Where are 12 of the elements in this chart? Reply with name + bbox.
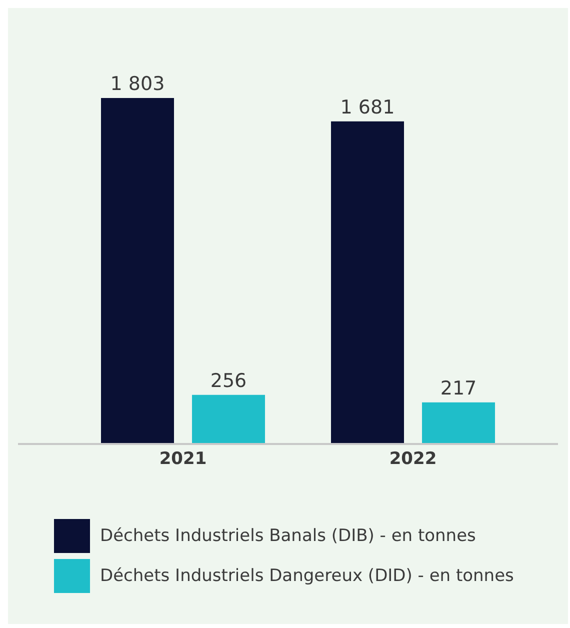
bar: [101, 98, 174, 444]
bar: [331, 121, 404, 444]
data-label: 256: [210, 370, 247, 392]
x-tick-label: 2022: [389, 449, 437, 470]
data-label: 217: [440, 377, 477, 400]
legend-label: Déchets Industriels Banals (DIB) - en tonnes: [100, 526, 476, 546]
bar: [192, 394, 265, 444]
bar: [422, 402, 495, 444]
legend-label: Déchets Industriels Dangereux (DID) - en tonnes: [100, 566, 514, 586]
data-label: 1 681: [340, 96, 395, 118]
data-label: 1 803: [110, 73, 165, 95]
x-tick-label: 2021: [159, 449, 207, 470]
